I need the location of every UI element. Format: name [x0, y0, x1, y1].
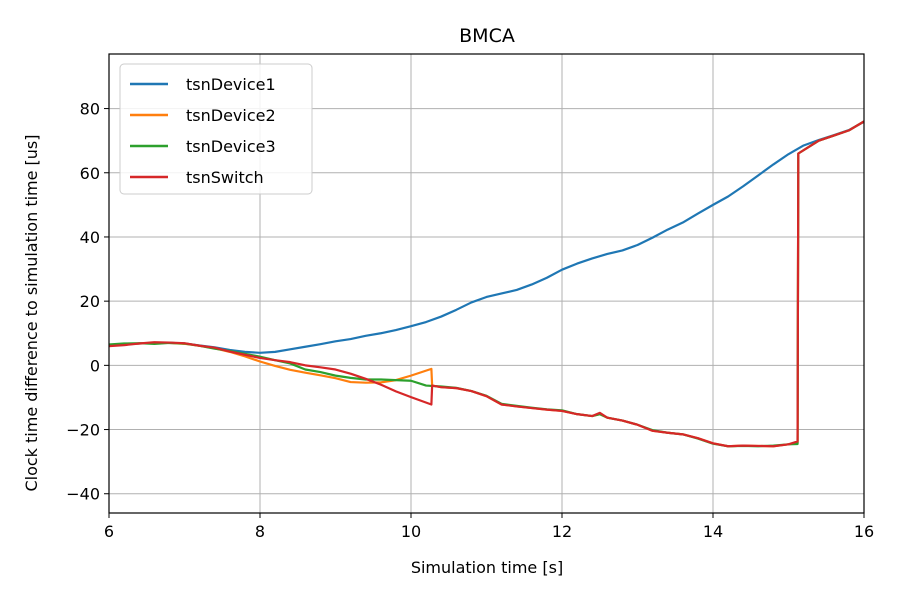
y-tick-label: 20: [80, 292, 100, 311]
x-tick-label: 12: [552, 522, 572, 541]
x-tick-label: 10: [401, 522, 421, 541]
y-tick-label: 80: [80, 100, 100, 119]
y-tick-label: −20: [66, 421, 100, 440]
y-tick-label: 60: [80, 164, 100, 183]
legend-label: tsnDevice1: [186, 75, 276, 94]
axis-ticks: 6 8 10 12 14 16 −40 −20 0 20 40 60 80: [66, 100, 874, 541]
legend-label: tsnSwitch: [186, 168, 264, 187]
legend-label: tsnDevice2: [186, 106, 276, 125]
series-lines: [109, 120, 864, 448]
y-tick-label: 40: [80, 228, 100, 247]
chart-title: BMCA: [459, 25, 515, 47]
legend: tsnDevice1 tsnDevice2 tsnDevice3 tsnSwitch: [119, 63, 313, 195]
grid-lines: [108, 54, 865, 513]
x-tick-label: 8: [255, 522, 265, 541]
y-axis-label: Clock time difference to simulation time…: [22, 134, 41, 491]
plot-frame: [108, 53, 865, 514]
x-tick-label: 16: [854, 522, 874, 541]
legend-box: [119, 63, 313, 195]
x-tick-label: 14: [703, 522, 723, 541]
y-tick-label: 0: [90, 356, 100, 375]
x-tick-label: 6: [104, 522, 114, 541]
series-line-tsnSwitch: [109, 120, 864, 448]
series-line-tsnDevice1: [109, 120, 864, 354]
x-axis-label: Simulation time [s]: [411, 558, 563, 577]
legend-label: tsnDevice3: [186, 137, 276, 156]
y-tick-label: −40: [66, 485, 100, 504]
